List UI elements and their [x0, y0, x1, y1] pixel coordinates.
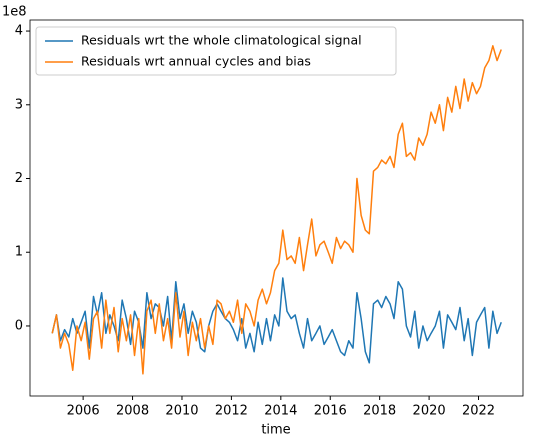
y-tick-label: 0	[15, 318, 23, 333]
legend-label: Residuals wrt the whole climatological s…	[81, 33, 362, 48]
x-tick-label: 2010	[165, 404, 198, 419]
series-line	[51, 277, 502, 364]
y-tick-label: 4	[15, 24, 23, 39]
x-tick-label: 2012	[215, 404, 248, 419]
x-tick-label: 2018	[363, 404, 396, 419]
x-tick-label: 2022	[462, 404, 495, 419]
y-tick-label: 1	[15, 245, 23, 260]
x-axis-label: time	[261, 423, 290, 438]
x-tick-label: 2008	[116, 404, 149, 419]
x-tick-label: 2020	[413, 404, 446, 419]
legend-label: Residuals wrt annual cycles and bias	[81, 54, 311, 69]
x-tick-label: 2014	[264, 404, 297, 419]
x-tick-label: 2016	[314, 404, 347, 419]
x-tick-label: 2006	[67, 404, 100, 419]
y-offset-label: 1e8	[2, 5, 27, 20]
axes-frame	[29, 19, 524, 397]
y-tick-label: 2	[15, 171, 23, 186]
series-line	[51, 45, 502, 375]
legend-box	[35, 26, 397, 76]
y-tick-label: 3	[15, 97, 23, 112]
